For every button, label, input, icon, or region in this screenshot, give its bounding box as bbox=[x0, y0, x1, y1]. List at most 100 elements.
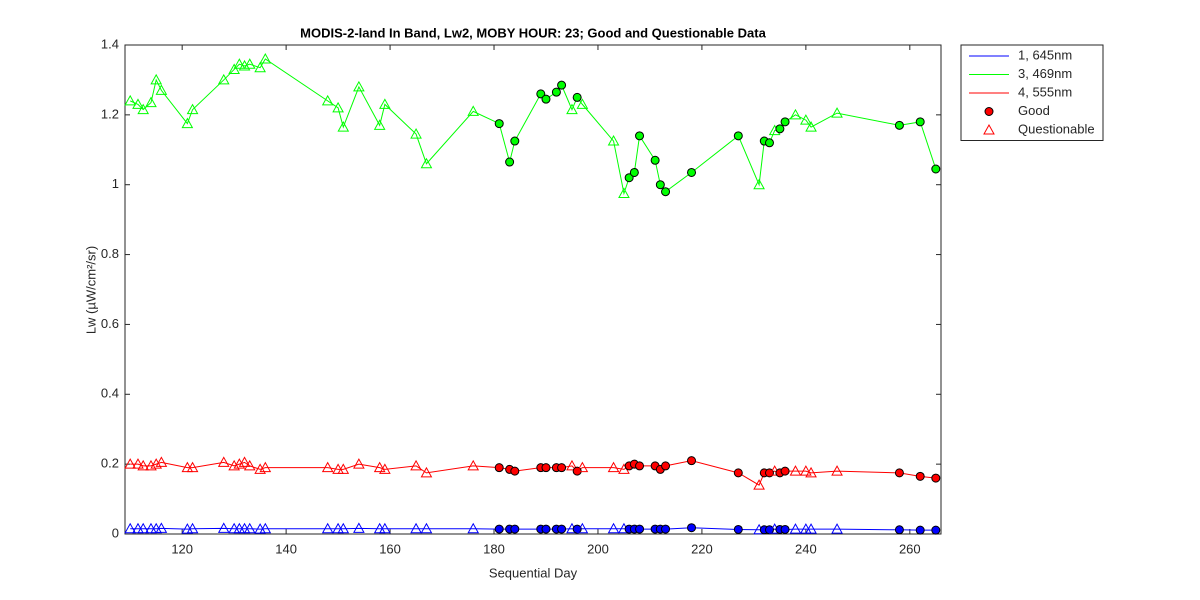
x-tick-label: 220 bbox=[691, 541, 713, 556]
questionable-marker bbox=[379, 98, 391, 109]
x-tick-label: 120 bbox=[171, 541, 193, 556]
good-marker bbox=[629, 167, 639, 177]
questionable-marker bbox=[238, 456, 251, 467]
good-marker bbox=[780, 524, 790, 534]
questionable-marker bbox=[467, 105, 480, 116]
legend-label: Good bbox=[1018, 103, 1050, 118]
questionable-marker bbox=[753, 479, 765, 490]
questionable-marker bbox=[831, 107, 843, 118]
questionable-marker bbox=[155, 522, 168, 533]
good-marker bbox=[894, 468, 904, 478]
questionable-marker bbox=[353, 522, 365, 533]
questionable-marker bbox=[137, 459, 150, 471]
questionable-marker bbox=[150, 73, 163, 85]
good-marker bbox=[915, 471, 925, 481]
good-marker bbox=[733, 131, 743, 141]
questionable-marker bbox=[607, 461, 620, 473]
questionable-marker bbox=[805, 466, 817, 478]
questionable-marker bbox=[789, 108, 802, 120]
legend-marker bbox=[983, 123, 995, 135]
good-marker bbox=[557, 524, 567, 534]
questionable-marker bbox=[321, 522, 334, 534]
questionable-marker bbox=[217, 456, 230, 467]
x-tick-label: 140 bbox=[275, 541, 297, 556]
questionable-marker bbox=[145, 96, 157, 108]
good-marker bbox=[557, 80, 567, 90]
good-marker bbox=[536, 89, 546, 99]
questionable-marker bbox=[379, 463, 391, 474]
good-marker bbox=[780, 117, 790, 127]
questionable-marker bbox=[410, 128, 422, 139]
x-tick-label: 180 bbox=[483, 541, 505, 556]
questionable-marker bbox=[243, 522, 256, 534]
questionable-marker bbox=[410, 459, 422, 471]
y-tick-label: 0.2 bbox=[101, 456, 119, 471]
questionable-marker bbox=[155, 456, 168, 467]
questionable-marker bbox=[186, 461, 199, 473]
good-marker bbox=[572, 92, 582, 102]
x-tick-label: 240 bbox=[795, 541, 817, 556]
good-marker bbox=[915, 525, 925, 535]
good-marker bbox=[775, 124, 785, 134]
y-tick-label: 1.4 bbox=[101, 36, 119, 51]
good-marker bbox=[635, 131, 645, 141]
questionable-marker bbox=[254, 463, 266, 474]
y-tick-label: 0.4 bbox=[101, 386, 119, 401]
x-tick-label: 200 bbox=[587, 541, 609, 556]
questionable-marker bbox=[332, 101, 344, 113]
questionable-marker bbox=[607, 522, 620, 534]
y-tick-label: 1 bbox=[112, 176, 119, 191]
questionable-marker bbox=[124, 458, 137, 469]
good-marker bbox=[894, 120, 904, 130]
good-marker bbox=[915, 117, 925, 127]
good-marker bbox=[541, 94, 551, 104]
good-marker bbox=[764, 138, 774, 148]
legend-marker bbox=[984, 107, 994, 116]
questionable-marker bbox=[831, 465, 843, 476]
questionable-marker bbox=[566, 103, 578, 115]
good-marker bbox=[661, 461, 671, 471]
questionable-marker bbox=[576, 98, 589, 109]
questionable-marker bbox=[217, 522, 230, 533]
questionable-marker bbox=[155, 84, 168, 95]
good-marker bbox=[572, 524, 582, 534]
questionable-marker bbox=[243, 58, 256, 69]
good-marker bbox=[494, 119, 504, 129]
good-marker bbox=[541, 463, 551, 473]
y-axis-label: Lw (µW/cm²/sr) bbox=[83, 246, 98, 334]
x-tick-label: 260 bbox=[899, 541, 921, 556]
good-marker bbox=[931, 164, 941, 174]
questionable-marker bbox=[233, 58, 246, 69]
questionable-marker bbox=[150, 458, 163, 469]
questionable-marker bbox=[805, 523, 817, 534]
good-marker bbox=[635, 461, 645, 471]
questionable-marker bbox=[124, 94, 137, 106]
questionable-marker bbox=[373, 461, 386, 473]
questionable-marker bbox=[410, 522, 422, 534]
questionable-marker bbox=[800, 465, 812, 476]
good-marker bbox=[655, 180, 665, 190]
good-marker bbox=[764, 525, 774, 535]
good-marker bbox=[931, 525, 941, 535]
questionable-marker bbox=[132, 98, 144, 109]
good-marker bbox=[624, 173, 634, 183]
questionable-marker bbox=[566, 459, 578, 471]
questionable-marker bbox=[373, 119, 386, 130]
questionable-marker bbox=[238, 59, 251, 71]
good-marker bbox=[687, 456, 697, 466]
good-marker bbox=[551, 87, 561, 97]
questionable-marker bbox=[607, 135, 620, 146]
questionable-marker bbox=[145, 459, 157, 471]
questionable-marker bbox=[321, 94, 334, 106]
questionable-marker bbox=[259, 522, 272, 534]
good-marker bbox=[541, 524, 551, 534]
questionable-marker bbox=[321, 461, 334, 473]
questionable-marker bbox=[353, 458, 365, 469]
questionable-marker bbox=[420, 157, 433, 169]
good-marker bbox=[733, 524, 743, 534]
good-marker bbox=[557, 463, 567, 473]
good-marker bbox=[650, 155, 660, 165]
questionable-marker bbox=[259, 52, 272, 64]
questionable-marker bbox=[576, 461, 589, 473]
questionable-marker bbox=[337, 463, 350, 474]
